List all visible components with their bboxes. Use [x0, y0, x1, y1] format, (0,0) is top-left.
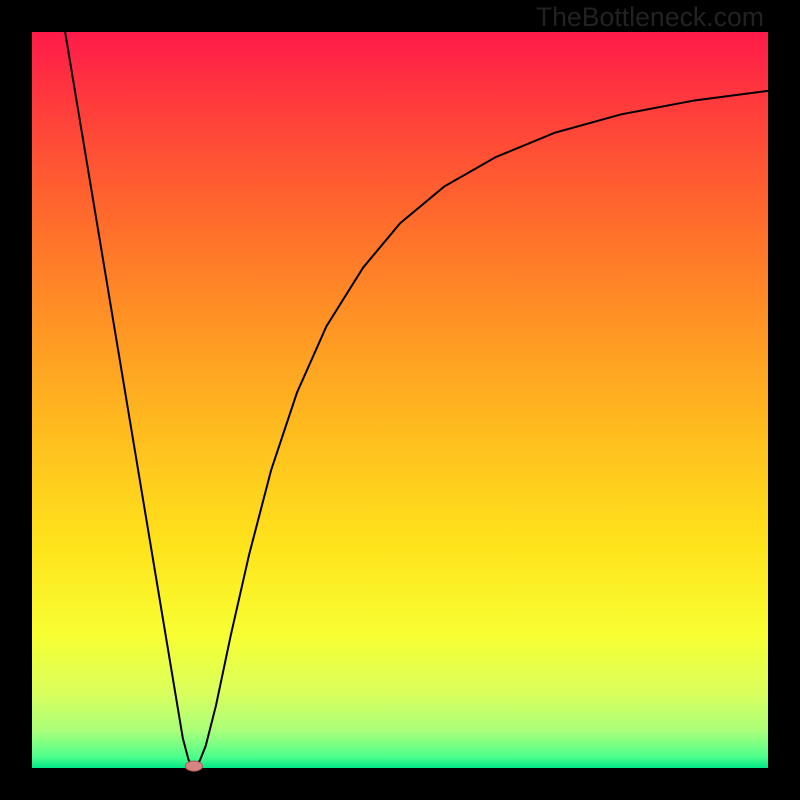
plot-area [32, 32, 768, 768]
chart-frame: TheBottleneck.com [0, 0, 800, 800]
watermark-label: TheBottleneck.com [536, 2, 764, 33]
optimum-marker [185, 760, 203, 771]
gradient-background [32, 32, 768, 768]
